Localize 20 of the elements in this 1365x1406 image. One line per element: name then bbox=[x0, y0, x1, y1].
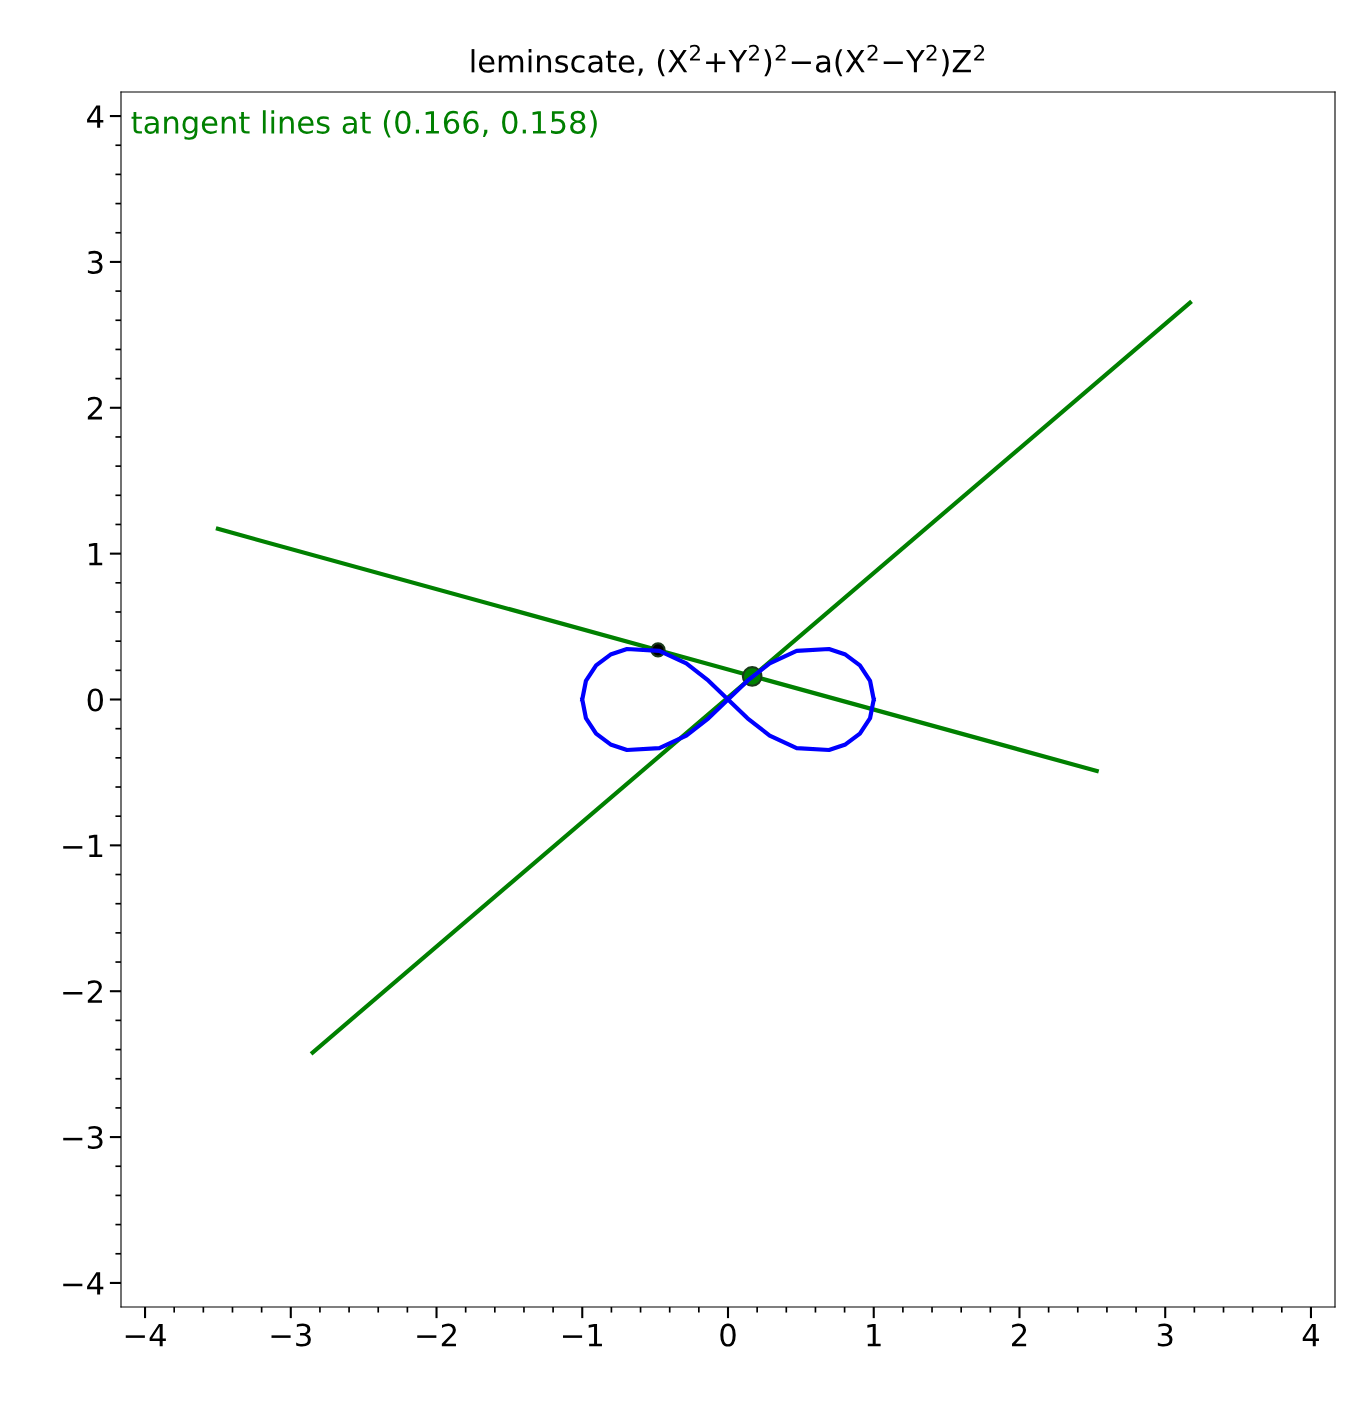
x-tick-label: 1 bbox=[867, 1323, 881, 1347]
y-tick-label: −1 bbox=[63, 834, 103, 857]
y-tick-label: 2 bbox=[87, 396, 102, 420]
y-tick-label: 1 bbox=[88, 542, 103, 566]
y-tick-label: −3 bbox=[63, 1126, 103, 1150]
y-tick-label: 0 bbox=[87, 688, 103, 712]
x-tick-label: −4 bbox=[125, 1323, 166, 1347]
y-tick-label: 3 bbox=[87, 250, 103, 274]
y-tick-label: −4 bbox=[63, 1272, 104, 1295]
x-tick-label: −3 bbox=[271, 1323, 311, 1347]
x-tick-label: −2 bbox=[417, 1323, 456, 1347]
x-tick-label: 2 bbox=[1012, 1323, 1027, 1347]
x-tick-label: −1 bbox=[562, 1323, 602, 1347]
x-tick-label: 4 bbox=[1302, 1323, 1319, 1347]
annotation: tangent lines at (0.166, 0.158) bbox=[131, 110, 597, 140]
x-tick-label: 0 bbox=[720, 1323, 736, 1347]
y-tick-label: 4 bbox=[87, 105, 104, 128]
y-tick-label: −2 bbox=[63, 980, 102, 1003]
chart-title: leminscate, (X$^{2}$+Y$^{2}$)$^{2}$−a(X$^{2}$−Y$^{2}$)Z$^{2}$ bbox=[471, 44, 985, 77]
x-tick-label: 3 bbox=[1157, 1323, 1173, 1347]
